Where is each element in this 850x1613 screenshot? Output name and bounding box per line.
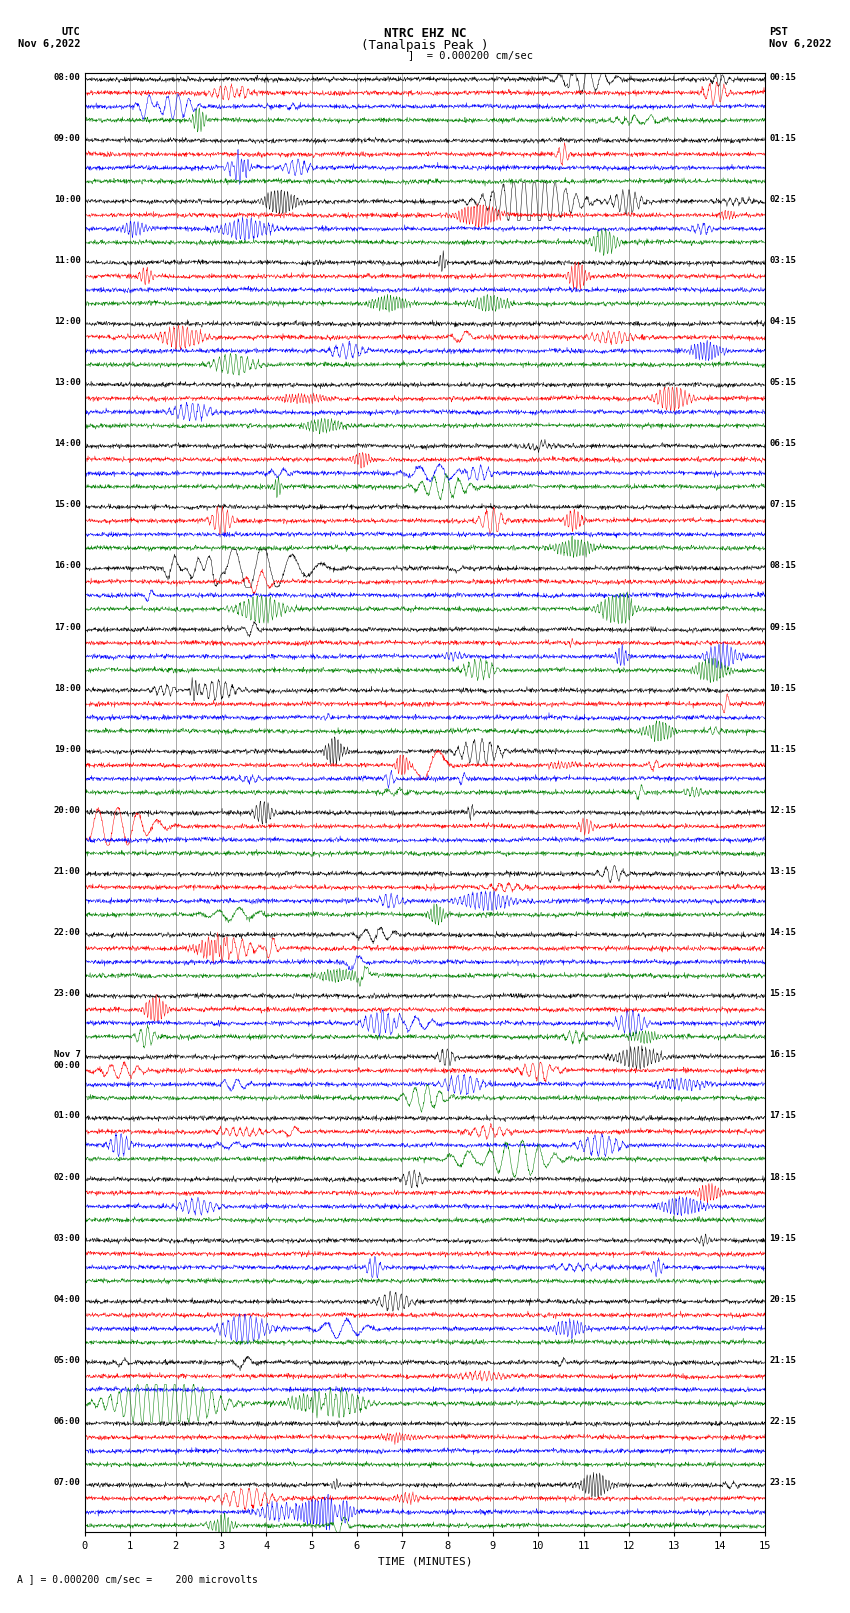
Text: 08:00: 08:00: [54, 73, 81, 82]
Text: (Tanalpais Peak ): (Tanalpais Peak ): [361, 39, 489, 52]
Text: 02:00: 02:00: [54, 1173, 81, 1181]
Text: NTRC EHZ NC: NTRC EHZ NC: [383, 27, 467, 40]
Text: 09:00: 09:00: [54, 134, 81, 142]
Text: 16:00: 16:00: [54, 561, 81, 571]
Text: 04:15: 04:15: [769, 318, 796, 326]
Text: Nov 6,2022: Nov 6,2022: [18, 39, 81, 48]
Text: 01:15: 01:15: [769, 134, 796, 142]
Text: 19:15: 19:15: [769, 1234, 796, 1242]
Text: 05:15: 05:15: [769, 377, 796, 387]
Text: 21:00: 21:00: [54, 866, 81, 876]
Text: 10:15: 10:15: [769, 684, 796, 692]
Text: 17:15: 17:15: [769, 1111, 796, 1121]
Text: 08:15: 08:15: [769, 561, 796, 571]
Text: 12:00: 12:00: [54, 318, 81, 326]
Text: 06:15: 06:15: [769, 439, 796, 448]
Text: 02:15: 02:15: [769, 195, 796, 203]
Text: 06:00: 06:00: [54, 1416, 81, 1426]
Text: 14:00: 14:00: [54, 439, 81, 448]
Text: 01:00: 01:00: [54, 1111, 81, 1121]
Text: 19:00: 19:00: [54, 745, 81, 753]
Text: PST: PST: [769, 27, 788, 37]
Text: 07:15: 07:15: [769, 500, 796, 510]
Text: 13:15: 13:15: [769, 866, 796, 876]
Text: 17:00: 17:00: [54, 623, 81, 632]
Text: ]  = 0.000200 cm/sec: ] = 0.000200 cm/sec: [408, 50, 533, 60]
Text: 07:00: 07:00: [54, 1478, 81, 1487]
Text: 15:00: 15:00: [54, 500, 81, 510]
Text: 12:15: 12:15: [769, 806, 796, 815]
Text: 16:15: 16:15: [769, 1050, 796, 1060]
Text: 18:15: 18:15: [769, 1173, 796, 1181]
Text: 11:00: 11:00: [54, 256, 81, 265]
Text: 21:15: 21:15: [769, 1357, 796, 1365]
Text: 22:15: 22:15: [769, 1416, 796, 1426]
Text: 23:00: 23:00: [54, 989, 81, 998]
Text: 14:15: 14:15: [769, 927, 796, 937]
Text: 20:00: 20:00: [54, 806, 81, 815]
Text: 10:00: 10:00: [54, 195, 81, 203]
Text: Nov 7
00:00: Nov 7 00:00: [54, 1050, 81, 1069]
Text: 03:00: 03:00: [54, 1234, 81, 1242]
Text: 18:00: 18:00: [54, 684, 81, 692]
Text: 00:15: 00:15: [769, 73, 796, 82]
Text: Nov 6,2022: Nov 6,2022: [769, 39, 832, 48]
X-axis label: TIME (MINUTES): TIME (MINUTES): [377, 1557, 473, 1566]
Text: 23:15: 23:15: [769, 1478, 796, 1487]
Text: 20:15: 20:15: [769, 1295, 796, 1303]
Text: 11:15: 11:15: [769, 745, 796, 753]
Text: 15:15: 15:15: [769, 989, 796, 998]
Text: 09:15: 09:15: [769, 623, 796, 632]
Text: 03:15: 03:15: [769, 256, 796, 265]
Text: 22:00: 22:00: [54, 927, 81, 937]
Text: 04:00: 04:00: [54, 1295, 81, 1303]
Text: 13:00: 13:00: [54, 377, 81, 387]
Text: A ] = 0.000200 cm/sec =    200 microvolts: A ] = 0.000200 cm/sec = 200 microvolts: [17, 1574, 258, 1584]
Text: 05:00: 05:00: [54, 1357, 81, 1365]
Text: UTC: UTC: [62, 27, 81, 37]
